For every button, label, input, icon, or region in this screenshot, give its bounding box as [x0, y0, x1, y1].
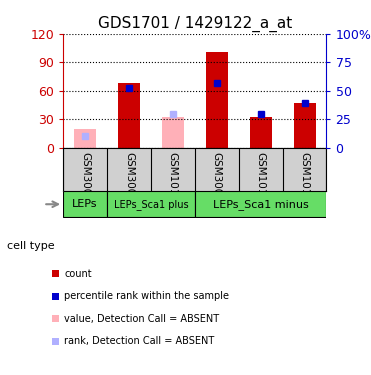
Text: GSM30084: GSM30084	[124, 152, 134, 208]
Text: GSM101118: GSM101118	[256, 152, 266, 215]
Bar	[162, 117, 184, 148]
Bar	[293, 103, 315, 148]
Bar	[206, 52, 228, 148]
Text: GSM30082: GSM30082	[80, 152, 90, 208]
Text: percentile rank within the sample: percentile rank within the sample	[64, 291, 229, 301]
Text: count: count	[64, 269, 92, 279]
Text: value, Detection Call = ABSENT: value, Detection Call = ABSENT	[64, 314, 219, 324]
Bar	[74, 129, 96, 148]
Bar	[118, 83, 140, 148]
Text: GSM101117: GSM101117	[168, 152, 178, 215]
Text: LEPs_Sca1 minus: LEPs_Sca1 minus	[213, 199, 309, 210]
FancyBboxPatch shape	[195, 192, 326, 217]
FancyBboxPatch shape	[63, 192, 107, 217]
Text: LEPs: LEPs	[72, 199, 98, 209]
Text: LEPs_Sca1 plus: LEPs_Sca1 plus	[114, 199, 188, 210]
Bar	[250, 117, 272, 148]
Text: rank, Detection Call = ABSENT: rank, Detection Call = ABSENT	[64, 336, 214, 346]
Text: GSM30085: GSM30085	[212, 152, 222, 208]
Text: cell type: cell type	[7, 241, 55, 250]
Text: GSM101119: GSM101119	[299, 152, 309, 215]
Title: GDS1701 / 1429122_a_at: GDS1701 / 1429122_a_at	[98, 16, 292, 32]
FancyBboxPatch shape	[107, 192, 195, 217]
